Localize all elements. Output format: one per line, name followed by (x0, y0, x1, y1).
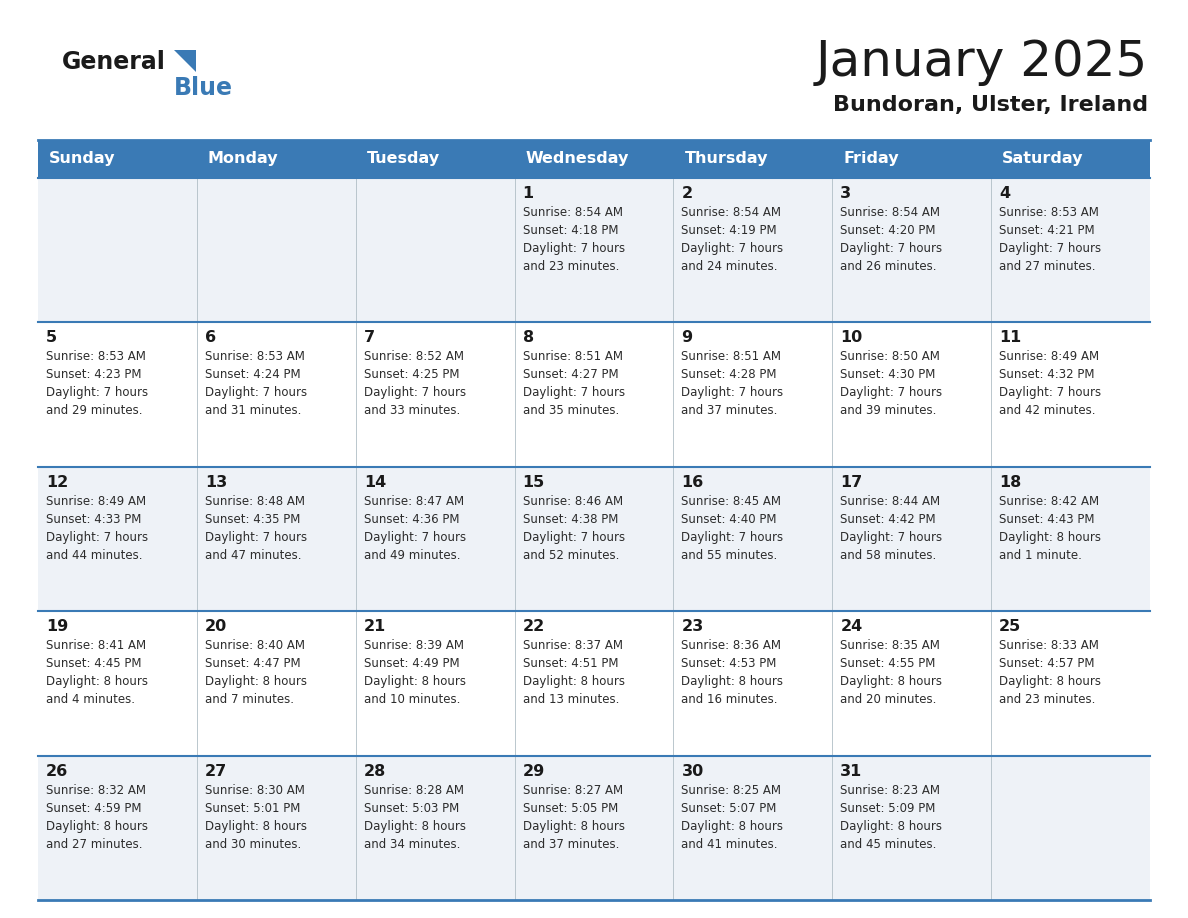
Text: 22: 22 (523, 620, 545, 634)
Text: 31: 31 (840, 764, 862, 778)
Text: 2: 2 (682, 186, 693, 201)
Text: 8: 8 (523, 330, 533, 345)
Text: 7: 7 (364, 330, 375, 345)
Text: 5: 5 (46, 330, 57, 345)
Text: Friday: Friday (843, 151, 899, 166)
Text: 24: 24 (840, 620, 862, 634)
Bar (355, 140, 514, 178)
Text: Sunrise: 8:23 AM
Sunset: 5:09 PM
Daylight: 8 hours
and 45 minutes.: Sunrise: 8:23 AM Sunset: 5:09 PM Dayligh… (840, 784, 942, 851)
Text: Sunrise: 8:49 AM
Sunset: 4:32 PM
Daylight: 7 hours
and 42 minutes.: Sunrise: 8:49 AM Sunset: 4:32 PM Dayligh… (999, 351, 1101, 418)
Bar (833, 140, 991, 178)
Text: Tuesday: Tuesday (367, 151, 440, 166)
Text: 28: 28 (364, 764, 386, 778)
Text: 20: 20 (204, 620, 227, 634)
Text: 17: 17 (840, 475, 862, 490)
Text: 26: 26 (46, 764, 68, 778)
Text: Sunrise: 8:28 AM
Sunset: 5:03 PM
Daylight: 8 hours
and 34 minutes.: Sunrise: 8:28 AM Sunset: 5:03 PM Dayligh… (364, 784, 466, 851)
Text: 23: 23 (682, 620, 703, 634)
Polygon shape (173, 50, 196, 72)
Text: 30: 30 (682, 764, 703, 778)
Bar (38, 466, 1150, 611)
Text: Sunrise: 8:25 AM
Sunset: 5:07 PM
Daylight: 8 hours
and 41 minutes.: Sunrise: 8:25 AM Sunset: 5:07 PM Dayligh… (682, 784, 783, 851)
Text: Sunrise: 8:42 AM
Sunset: 4:43 PM
Daylight: 8 hours
and 1 minute.: Sunrise: 8:42 AM Sunset: 4:43 PM Dayligh… (999, 495, 1101, 562)
Text: Sunrise: 8:53 AM
Sunset: 4:21 PM
Daylight: 7 hours
and 27 minutes.: Sunrise: 8:53 AM Sunset: 4:21 PM Dayligh… (999, 206, 1101, 273)
Text: Sunrise: 8:52 AM
Sunset: 4:25 PM
Daylight: 7 hours
and 33 minutes.: Sunrise: 8:52 AM Sunset: 4:25 PM Dayligh… (364, 351, 466, 418)
Text: Sunrise: 8:45 AM
Sunset: 4:40 PM
Daylight: 7 hours
and 55 minutes.: Sunrise: 8:45 AM Sunset: 4:40 PM Dayligh… (682, 495, 784, 562)
Text: Sunrise: 8:30 AM
Sunset: 5:01 PM
Daylight: 8 hours
and 30 minutes.: Sunrise: 8:30 AM Sunset: 5:01 PM Dayligh… (204, 784, 307, 851)
Text: Sunrise: 8:54 AM
Sunset: 4:20 PM
Daylight: 7 hours
and 26 minutes.: Sunrise: 8:54 AM Sunset: 4:20 PM Dayligh… (840, 206, 942, 273)
Bar (674, 140, 833, 178)
Text: 16: 16 (682, 475, 703, 490)
Text: 12: 12 (46, 475, 68, 490)
Text: 13: 13 (204, 475, 227, 490)
Text: Sunday: Sunday (49, 151, 115, 166)
Text: 4: 4 (999, 186, 1010, 201)
Text: Monday: Monday (208, 151, 279, 166)
Text: Sunrise: 8:37 AM
Sunset: 4:51 PM
Daylight: 8 hours
and 13 minutes.: Sunrise: 8:37 AM Sunset: 4:51 PM Dayligh… (523, 639, 625, 706)
Text: Bundoran, Ulster, Ireland: Bundoran, Ulster, Ireland (833, 95, 1148, 115)
Text: Sunrise: 8:27 AM
Sunset: 5:05 PM
Daylight: 8 hours
and 37 minutes.: Sunrise: 8:27 AM Sunset: 5:05 PM Dayligh… (523, 784, 625, 851)
Bar (514, 140, 674, 178)
Bar (38, 178, 1150, 322)
Text: Sunrise: 8:49 AM
Sunset: 4:33 PM
Daylight: 7 hours
and 44 minutes.: Sunrise: 8:49 AM Sunset: 4:33 PM Dayligh… (46, 495, 148, 562)
Text: 21: 21 (364, 620, 386, 634)
Text: Sunrise: 8:47 AM
Sunset: 4:36 PM
Daylight: 7 hours
and 49 minutes.: Sunrise: 8:47 AM Sunset: 4:36 PM Dayligh… (364, 495, 466, 562)
Text: Sunrise: 8:35 AM
Sunset: 4:55 PM
Daylight: 8 hours
and 20 minutes.: Sunrise: 8:35 AM Sunset: 4:55 PM Dayligh… (840, 639, 942, 706)
Text: Sunrise: 8:50 AM
Sunset: 4:30 PM
Daylight: 7 hours
and 39 minutes.: Sunrise: 8:50 AM Sunset: 4:30 PM Dayligh… (840, 351, 942, 418)
Text: Sunrise: 8:41 AM
Sunset: 4:45 PM
Daylight: 8 hours
and 4 minutes.: Sunrise: 8:41 AM Sunset: 4:45 PM Dayligh… (46, 639, 148, 706)
Text: Sunrise: 8:46 AM
Sunset: 4:38 PM
Daylight: 7 hours
and 52 minutes.: Sunrise: 8:46 AM Sunset: 4:38 PM Dayligh… (523, 495, 625, 562)
Text: 1: 1 (523, 186, 533, 201)
Text: 3: 3 (840, 186, 852, 201)
Text: 14: 14 (364, 475, 386, 490)
Text: Sunrise: 8:53 AM
Sunset: 4:24 PM
Daylight: 7 hours
and 31 minutes.: Sunrise: 8:53 AM Sunset: 4:24 PM Dayligh… (204, 351, 307, 418)
Text: 27: 27 (204, 764, 227, 778)
Text: Sunrise: 8:51 AM
Sunset: 4:28 PM
Daylight: 7 hours
and 37 minutes.: Sunrise: 8:51 AM Sunset: 4:28 PM Dayligh… (682, 351, 784, 418)
Text: Sunrise: 8:40 AM
Sunset: 4:47 PM
Daylight: 8 hours
and 7 minutes.: Sunrise: 8:40 AM Sunset: 4:47 PM Dayligh… (204, 639, 307, 706)
Text: Sunrise: 8:54 AM
Sunset: 4:19 PM
Daylight: 7 hours
and 24 minutes.: Sunrise: 8:54 AM Sunset: 4:19 PM Dayligh… (682, 206, 784, 273)
Text: 6: 6 (204, 330, 216, 345)
Text: 25: 25 (999, 620, 1022, 634)
Text: Sunrise: 8:44 AM
Sunset: 4:42 PM
Daylight: 7 hours
and 58 minutes.: Sunrise: 8:44 AM Sunset: 4:42 PM Dayligh… (840, 495, 942, 562)
Bar (38, 140, 197, 178)
Text: General: General (62, 50, 166, 74)
Text: Sunrise: 8:48 AM
Sunset: 4:35 PM
Daylight: 7 hours
and 47 minutes.: Sunrise: 8:48 AM Sunset: 4:35 PM Dayligh… (204, 495, 307, 562)
Text: Blue: Blue (173, 76, 233, 100)
Text: Sunrise: 8:51 AM
Sunset: 4:27 PM
Daylight: 7 hours
and 35 minutes.: Sunrise: 8:51 AM Sunset: 4:27 PM Dayligh… (523, 351, 625, 418)
Text: Sunrise: 8:54 AM
Sunset: 4:18 PM
Daylight: 7 hours
and 23 minutes.: Sunrise: 8:54 AM Sunset: 4:18 PM Dayligh… (523, 206, 625, 273)
Text: Thursday: Thursday (684, 151, 769, 166)
Text: 29: 29 (523, 764, 545, 778)
Bar (38, 322, 1150, 466)
Bar (197, 140, 355, 178)
Text: January 2025: January 2025 (816, 38, 1148, 86)
Bar (991, 140, 1150, 178)
Text: Sunrise: 8:33 AM
Sunset: 4:57 PM
Daylight: 8 hours
and 23 minutes.: Sunrise: 8:33 AM Sunset: 4:57 PM Dayligh… (999, 639, 1101, 706)
Text: Wednesday: Wednesday (526, 151, 630, 166)
Text: 10: 10 (840, 330, 862, 345)
Text: 15: 15 (523, 475, 545, 490)
Text: 9: 9 (682, 330, 693, 345)
Text: 11: 11 (999, 330, 1022, 345)
Text: 18: 18 (999, 475, 1022, 490)
Text: 19: 19 (46, 620, 68, 634)
Text: Sunrise: 8:36 AM
Sunset: 4:53 PM
Daylight: 8 hours
and 16 minutes.: Sunrise: 8:36 AM Sunset: 4:53 PM Dayligh… (682, 639, 783, 706)
Text: Sunrise: 8:53 AM
Sunset: 4:23 PM
Daylight: 7 hours
and 29 minutes.: Sunrise: 8:53 AM Sunset: 4:23 PM Dayligh… (46, 351, 148, 418)
Bar (38, 756, 1150, 900)
Text: Saturday: Saturday (1003, 151, 1083, 166)
Text: Sunrise: 8:32 AM
Sunset: 4:59 PM
Daylight: 8 hours
and 27 minutes.: Sunrise: 8:32 AM Sunset: 4:59 PM Dayligh… (46, 784, 148, 851)
Bar (38, 611, 1150, 756)
Text: Sunrise: 8:39 AM
Sunset: 4:49 PM
Daylight: 8 hours
and 10 minutes.: Sunrise: 8:39 AM Sunset: 4:49 PM Dayligh… (364, 639, 466, 706)
